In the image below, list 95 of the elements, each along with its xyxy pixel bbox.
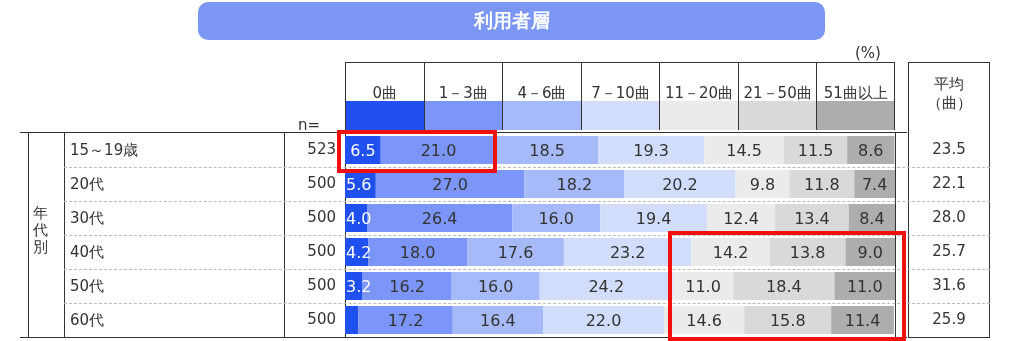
bar (451, 272, 540, 300)
bar (345, 306, 359, 334)
data-label: 21.0 (420, 141, 457, 160)
text: 28.0 (931, 208, 967, 226)
data-label: 16.2 (389, 277, 425, 296)
bar (452, 306, 543, 334)
y-tick-label: 30代 (70, 209, 105, 227)
data-label: 11.4 (844, 311, 881, 330)
data-label: 12.4 (723, 209, 759, 228)
data-label: 9.8 (749, 175, 776, 194)
bar (769, 238, 846, 266)
bar (467, 238, 564, 266)
text: 1－3曲 (438, 84, 488, 102)
data-label: 4.0 (346, 209, 372, 228)
bar (672, 272, 734, 300)
bar (524, 170, 625, 198)
data-label: 17.6 (497, 243, 534, 262)
chart-title: 利用者層 (198, 2, 825, 40)
bar (733, 272, 835, 300)
bar (854, 170, 895, 198)
bar (789, 170, 855, 198)
data-label: 8.4 (859, 209, 885, 228)
bar (744, 306, 832, 334)
data-label: 14.5 (726, 141, 762, 160)
bar (704, 136, 784, 164)
text: 500 (306, 276, 336, 294)
data-label: 16.0 (538, 209, 575, 228)
text: 年代別 (31, 204, 49, 256)
data-label: 14.2 (712, 243, 749, 262)
text: 51曲以上 (823, 84, 888, 102)
text: 4－6曲 (517, 84, 567, 102)
data-label: 24.2 (588, 277, 625, 296)
data-label: 16.0 (477, 277, 514, 296)
bar (624, 170, 736, 198)
bar (691, 238, 770, 266)
data-label: 5.6 (346, 175, 372, 194)
data-label: 3.2 (346, 277, 372, 296)
data-label: 14.6 (686, 311, 722, 330)
text: 500 (306, 174, 336, 192)
data-label: 18.5 (529, 141, 565, 160)
text: 0曲 (372, 84, 398, 102)
data-label: 27.0 (432, 175, 468, 194)
data-label: 19.3 (633, 141, 669, 160)
data-label: 22.0 (585, 311, 622, 330)
bar (598, 136, 705, 164)
y-tick-label: 40代 (70, 243, 105, 261)
data-label: 6.5 (350, 141, 376, 160)
bar (783, 136, 848, 164)
data-label: 17.2 (387, 311, 424, 330)
text: 11－20曲 (664, 84, 734, 102)
text: 7－10曲 (591, 84, 650, 102)
bar (512, 204, 601, 232)
data-label: 7.4 (861, 175, 888, 194)
data-label: 11.0 (685, 277, 721, 296)
text: 平均（曲） (908, 62, 990, 132)
data-label: 18.0 (399, 243, 436, 262)
data-label: 18.4 (766, 277, 802, 296)
text: 21－50曲 (743, 84, 812, 102)
text: 500 (306, 242, 336, 260)
text: 25.9 (931, 310, 967, 328)
bar (539, 272, 673, 300)
text: 22.1 (931, 174, 967, 192)
text: 23.5 (931, 140, 967, 158)
text: n= (298, 116, 321, 134)
bar (358, 306, 453, 334)
data-label: 26.4 (421, 209, 458, 228)
data-label: 8.6 (858, 141, 884, 160)
data-label: 18.2 (556, 175, 593, 194)
bar (600, 204, 707, 232)
y-tick-label: 20代 (70, 175, 105, 193)
text: 500 (306, 208, 336, 226)
data-label: 9.0 (857, 243, 883, 262)
bar (831, 306, 894, 334)
text: 523 (306, 140, 336, 158)
data-label: 11.0 (846, 277, 883, 296)
data-label: 11.5 (797, 141, 834, 160)
data-label: 19.4 (635, 209, 672, 228)
text: 25.7 (931, 242, 967, 260)
text: 500 (306, 310, 336, 328)
data-label: 11.8 (804, 175, 840, 194)
text: (%) (855, 44, 881, 62)
data-label: 23.2 (609, 243, 646, 262)
y-tick-label: 15～19歳 (70, 141, 139, 159)
bar (543, 306, 664, 334)
text: 31.6 (931, 276, 967, 294)
bar (563, 238, 692, 266)
data-label: 13.4 (794, 209, 830, 228)
data-label: 16.4 (480, 311, 516, 330)
y-tick-label: 60代 (70, 311, 105, 329)
data-label: 15.8 (769, 311, 806, 330)
bar (368, 238, 468, 266)
data-label: 20.2 (662, 175, 698, 194)
data-label: 13.8 (789, 243, 826, 262)
y-tick-label: 50代 (70, 277, 105, 295)
data-label: 4.2 (346, 243, 372, 262)
